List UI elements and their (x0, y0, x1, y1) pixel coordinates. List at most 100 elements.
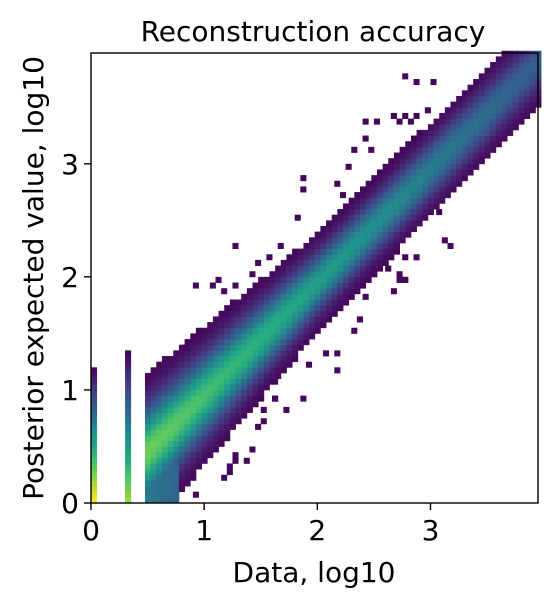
heatmap-cell (405, 175, 412, 182)
heatmap-cell (190, 333, 197, 340)
heatmap-cell (376, 192, 384, 199)
heatmap-cell (260, 418, 267, 425)
heatmap-cell (173, 372, 180, 380)
heatmap-cell (167, 406, 174, 413)
heatmap-cell (269, 282, 276, 289)
heatmap-cell (399, 214, 406, 221)
heatmap-cell (393, 209, 400, 216)
heatmap-cell (178, 435, 185, 442)
heatmap-cell (269, 339, 276, 346)
heatmap-cell (252, 367, 259, 374)
heatmap-cell (331, 282, 338, 289)
heatmap-cell (365, 265, 372, 272)
heatmap-cell (297, 293, 304, 300)
heatmap-cell (490, 101, 497, 108)
heatmap-cell (382, 175, 389, 182)
heatmap-cell (518, 84, 525, 91)
heatmap-cell (218, 423, 225, 430)
heatmap-cell (365, 214, 372, 221)
heatmap-cell (167, 384, 174, 391)
heatmap-cell (439, 169, 446, 176)
heatmap-cell (473, 163, 480, 170)
heatmap-cell (173, 350, 180, 357)
heatmap-cell (478, 107, 485, 114)
heatmap-cell (221, 288, 228, 295)
heatmap-cell (467, 158, 474, 165)
heatmap-cell (309, 248, 316, 255)
heatmap-cell (439, 186, 446, 193)
heatmap-cell (354, 203, 361, 210)
heatmap-cell (490, 67, 497, 74)
heatmap-cell (201, 372, 208, 380)
heatmap-cell (192, 282, 199, 289)
heatmap-cell (125, 401, 132, 408)
heatmap-cell (167, 474, 174, 481)
heatmap-cell (385, 265, 392, 272)
heatmap-cell (461, 169, 468, 176)
heatmap-cell (207, 412, 214, 419)
heatmap-cell (376, 225, 384, 233)
heatmap-cell (450, 146, 457, 153)
heatmap-cell (125, 372, 132, 380)
heatmap-cell (144, 412, 152, 419)
heatmap-cell (252, 361, 259, 368)
heatmap-cell (218, 372, 225, 380)
heatmap-cell (297, 248, 304, 255)
heatmap-cell (461, 129, 468, 136)
heatmap-cell (161, 418, 169, 425)
heatmap-cell (450, 141, 457, 148)
heatmap-cell (348, 225, 355, 233)
heatmap-cell (91, 486, 98, 493)
heatmap-cell (433, 186, 440, 193)
heatmap-cell (396, 118, 403, 125)
heatmap-cell (229, 356, 236, 363)
heatmap-cell (439, 175, 446, 182)
heatmap-cell (314, 259, 321, 266)
heatmap-cell (467, 112, 474, 119)
heatmap-cell (241, 412, 248, 419)
heatmap-cell (309, 293, 316, 300)
heatmap-cell (331, 214, 338, 221)
heatmap-cell (473, 79, 480, 86)
heatmap-cell (365, 231, 372, 238)
heatmap-cell (427, 197, 434, 204)
heatmap-cell (518, 118, 525, 125)
heatmap-cell (125, 350, 132, 357)
heatmap-cell (467, 146, 474, 153)
heatmap-cell (263, 361, 270, 368)
heatmap-cell (529, 107, 536, 114)
heatmap-cell (478, 84, 485, 91)
heatmap-cell (275, 276, 282, 283)
heatmap-cell (427, 152, 434, 159)
heatmap-cell (224, 435, 231, 442)
heatmap-cell (348, 209, 355, 216)
heatmap-cell (303, 293, 310, 300)
heatmap-cell (473, 141, 480, 148)
heatmap-cell (280, 367, 287, 374)
heatmap-cell (235, 372, 242, 380)
heatmap-cell (195, 463, 202, 470)
heatmap-cell (371, 237, 378, 244)
heatmap-cell (212, 446, 219, 453)
heatmap-cell (529, 50, 536, 57)
heatmap-cell (399, 225, 406, 233)
heatmap-cell (343, 225, 350, 233)
heatmap-cell (326, 242, 333, 249)
heatmap-cell (167, 372, 174, 380)
heatmap-cell (91, 389, 98, 396)
x-tick-label: 3 (422, 514, 440, 547)
heatmap-cell (144, 474, 152, 481)
heatmap-cell (150, 412, 157, 419)
heatmap-cell (484, 112, 491, 119)
heatmap-cell (354, 254, 361, 261)
heatmap-cell (351, 146, 358, 153)
heatmap-cell (410, 141, 417, 148)
heatmap-cell (280, 282, 287, 289)
heatmap-cell (150, 429, 157, 436)
heatmap-cell (161, 378, 169, 385)
plot-frame (90, 52, 539, 504)
heatmap-cell (393, 225, 400, 233)
y-tick-label: 2 (61, 261, 79, 294)
heatmap-cell (218, 401, 225, 408)
heatmap-cell (190, 339, 197, 346)
